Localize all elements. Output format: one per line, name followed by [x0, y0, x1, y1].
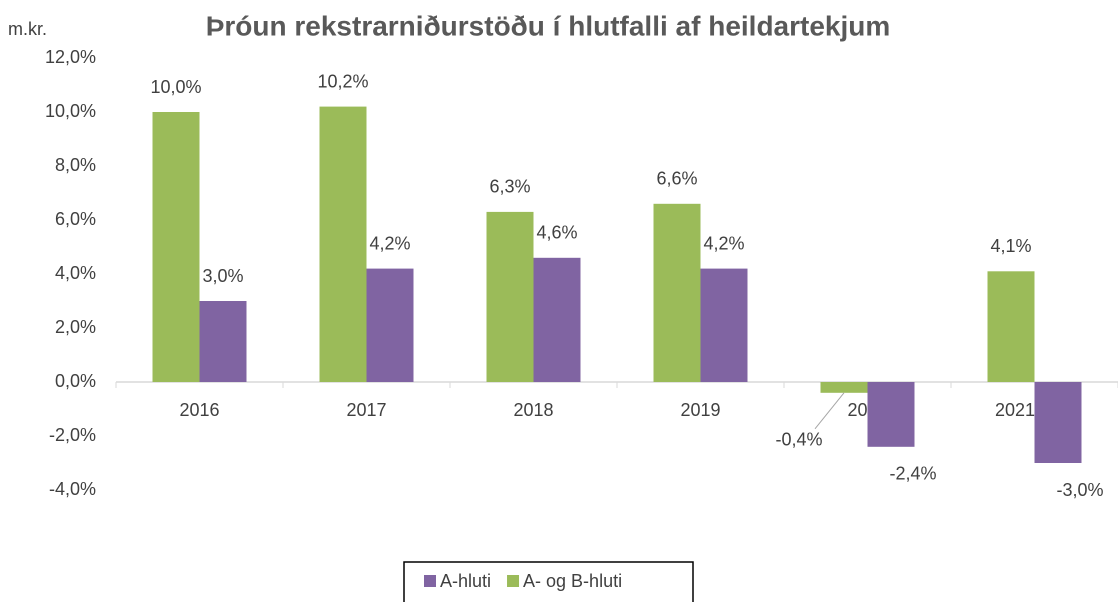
y-tick-label: -2,0% — [49, 425, 96, 445]
y-tick-label: 2,0% — [55, 317, 96, 337]
y-tick-label: 12,0% — [45, 47, 96, 67]
bar — [820, 382, 868, 393]
chart-title: Þróun rekstrarniðurstöðu í hlutfalli af … — [206, 10, 891, 41]
data-label: 4,6% — [536, 223, 577, 243]
y-tick-label: 0,0% — [55, 371, 96, 391]
y-tick-label: -4,0% — [49, 479, 96, 499]
data-label: 6,6% — [656, 169, 697, 189]
bar — [319, 106, 367, 382]
bar — [867, 382, 915, 447]
bar — [1034, 382, 1082, 463]
y-tick-label: 6,0% — [55, 209, 96, 229]
data-label: -2,4% — [889, 464, 936, 484]
y-tick-label: 8,0% — [55, 155, 96, 175]
x-tick-label: 2017 — [346, 400, 386, 420]
legend-label: A-hluti — [440, 571, 491, 591]
bar — [366, 268, 414, 382]
bar — [700, 268, 748, 382]
x-tick-label: 2018 — [513, 400, 553, 420]
data-label: 4,2% — [703, 233, 744, 253]
y-tick-label: 4,0% — [55, 263, 96, 283]
bar — [533, 257, 581, 382]
legend-swatch — [507, 575, 520, 587]
data-label: -0,4% — [775, 430, 822, 450]
legend-box — [403, 561, 694, 602]
bar — [653, 203, 701, 382]
y-unit-label: m.kr. — [8, 19, 47, 39]
data-label: 4,2% — [369, 233, 410, 253]
data-label: -3,0% — [1056, 480, 1103, 500]
data-label: 6,3% — [489, 177, 530, 197]
legend-swatch — [424, 575, 436, 587]
bar — [152, 112, 200, 382]
x-tick-label: 2016 — [179, 400, 219, 420]
data-label: 4,1% — [990, 236, 1031, 256]
legend-label: A- og B-hluti — [523, 571, 622, 591]
y-tick-label: 10,0% — [45, 101, 96, 121]
data-label: 10,2% — [317, 71, 368, 91]
bar — [199, 301, 247, 382]
bar — [987, 271, 1035, 382]
x-tick-label: 2019 — [680, 400, 720, 420]
data-label: 10,0% — [150, 77, 201, 97]
leader-line — [814, 392, 845, 430]
data-label: 3,0% — [202, 266, 243, 286]
bar — [486, 211, 534, 382]
